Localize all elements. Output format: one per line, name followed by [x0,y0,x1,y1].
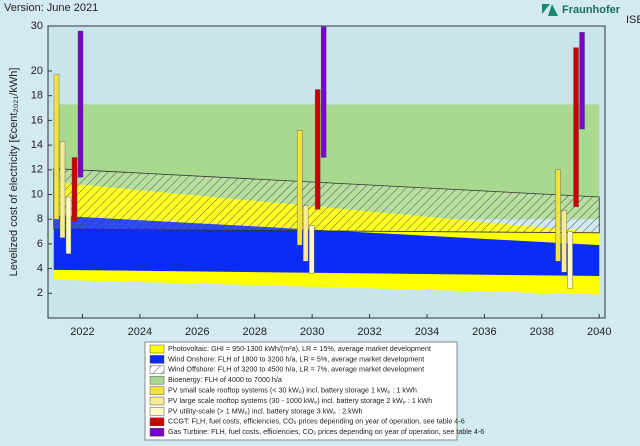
legend-label: CCGT: FLH, fuel costs, efficiencies, CO₂… [168,417,465,426]
range-bar [567,231,573,289]
x-tick-label: 2040 [587,326,611,338]
range-band [53,215,600,277]
y-tick-label: 18 [31,90,43,102]
x-tick-label: 2036 [472,326,496,338]
range-bar [302,205,309,262]
version: Version: June 2021 [4,2,98,14]
legend-swatch [149,355,165,364]
range-bar [53,74,60,220]
x-tick-label: 2034 [415,326,439,338]
legend [144,341,458,441]
logo-text: Fraunhofer [562,4,621,16]
x-tick-label: 2028 [242,326,266,338]
range-bar [555,169,561,262]
logo-sub: ISE [626,14,640,26]
y-tick-label: 10 [31,188,43,200]
y-tick-label: 12 [31,164,43,176]
logo: Fraunhofer ISE [542,4,640,26]
y-tick-label: 4 [37,263,43,275]
x-tick-label: 2038 [530,326,554,338]
logo-icon [542,4,558,16]
legend-label: PV large scale rooftop systems (30 - 100… [168,396,432,405]
y-tick-label: 6 [37,238,43,250]
legend-swatch [149,427,165,437]
y-tick-label: 14 [31,139,43,151]
range-bar [579,32,585,130]
range-bar [65,196,72,254]
range-band [53,168,600,234]
range-bar [561,210,567,273]
legend-swatch [149,417,165,427]
range-bar [71,157,78,222]
y-tick-label: 30 [31,20,43,32]
x-tick-label: 2022 [70,326,94,338]
range-bar [320,26,327,158]
x-tick-label: 2032 [357,326,381,338]
legend-swatch [149,344,165,354]
range-bar [308,225,315,274]
legend-swatch [149,386,165,395]
legend-label: Wind Onshore: FLH of 1800 to 3200 h/a, L… [168,354,424,363]
legend-label: PV small scale rooftop systems (< 30 kWₚ… [168,386,417,395]
range-bar [59,141,66,238]
y-tick-label: 20 [31,65,43,77]
x-tick-label: 2024 [128,326,152,338]
legend-swatch [149,365,165,375]
range-bar [296,130,303,246]
range-bar [573,47,579,208]
y-tick-label: 2 [37,287,43,299]
legend-label: Bioenergy: FLH of 4000 to 7000 h/a [168,375,282,384]
legend-label: Gas Turbine: FLH, fuel costs, efficienci… [168,427,484,436]
legend-label: PV utility-scale (> 1 MWₚ) incl. battery… [168,406,362,415]
range-bar [77,30,84,178]
legend-swatch [149,407,165,416]
y-axis-label: Levelized cost of electricity [€cent₂₀₂₁… [8,68,20,277]
x-tick-label: 2030 [300,326,324,338]
legend-swatch [149,396,165,406]
x-tick-label: 2026 [185,326,209,338]
legend-label: Wind Offshore: FLH of 3200 to 4500 h/a, … [168,365,424,374]
range-bar [314,89,321,210]
plot-layer [53,26,600,295]
legend-label: Photovoltaic: GHI = 950-1300 kWh/(m²a), … [168,344,431,353]
y-tick-label: 8 [37,213,43,225]
legend-swatch [149,375,165,385]
y-tick-label: 16 [31,114,43,126]
